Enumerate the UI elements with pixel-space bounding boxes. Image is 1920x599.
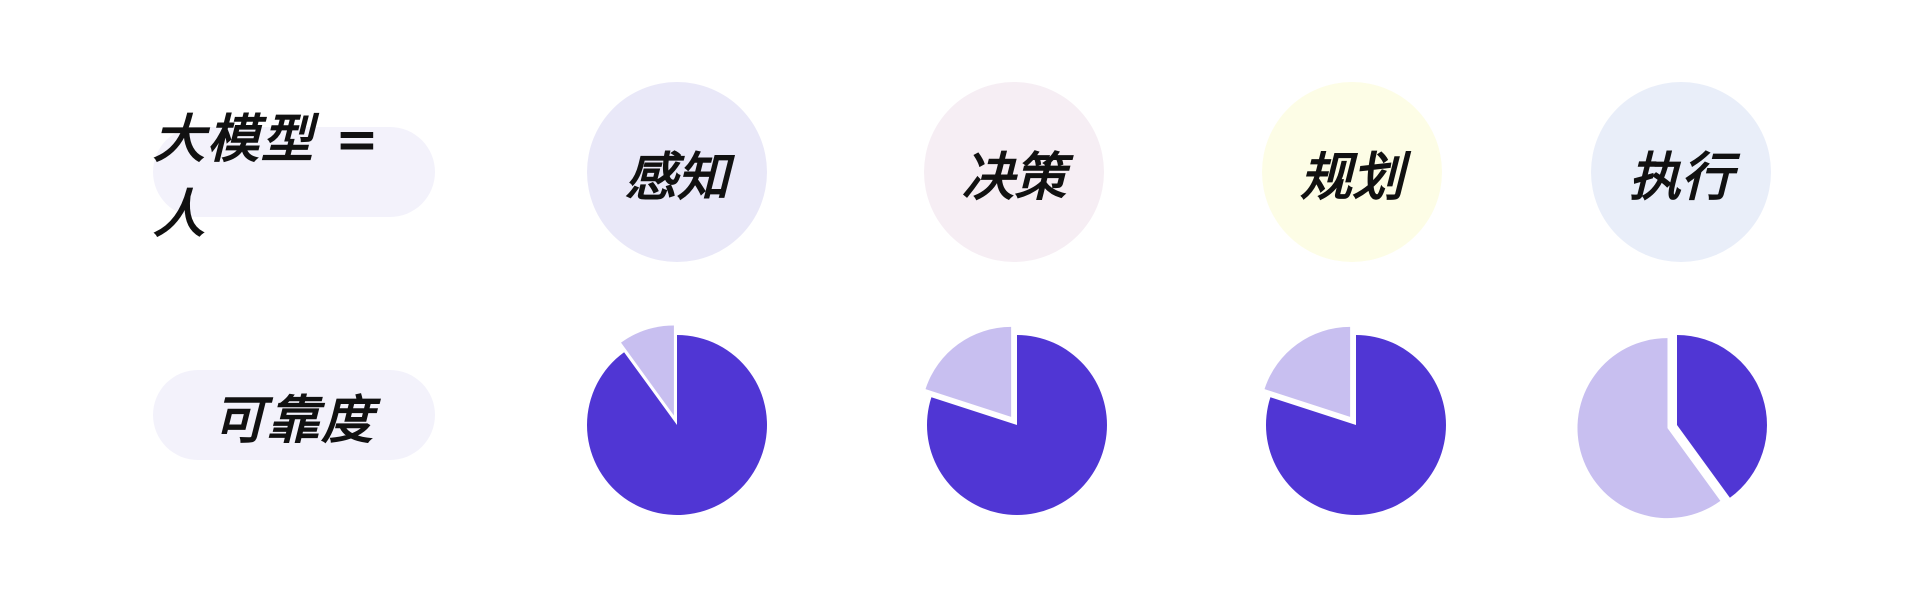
stage-label-planning: 规划 bbox=[1299, 147, 1404, 208]
stage-label-perception: 感知 bbox=[624, 147, 729, 208]
title-pill: 大模型 = 人 bbox=[153, 110, 435, 245]
pie-slice-reliable-decision bbox=[926, 335, 1107, 515]
stage-label-decision: 决策 bbox=[961, 147, 1066, 208]
stage-circle-execution: 执行 bbox=[1591, 82, 1771, 262]
pie-slice-reliable-execution bbox=[1677, 335, 1767, 498]
title-label: 大模型 = 人 bbox=[153, 110, 381, 245]
pie-slice-remaining-planning bbox=[1264, 326, 1351, 417]
pie-slice-reliable-planning bbox=[1265, 335, 1446, 515]
pie-slice-reliable-perception bbox=[587, 335, 768, 516]
stage-label-execution: 执行 bbox=[1628, 147, 1733, 208]
pie-decision bbox=[925, 326, 1107, 515]
pie-planning bbox=[1264, 326, 1446, 515]
pie-slice-remaining-perception bbox=[621, 325, 674, 416]
pie-slice-remaining-decision bbox=[925, 326, 1012, 417]
pie-execution bbox=[1577, 335, 1767, 519]
stage-circle-planning: 规划 bbox=[1262, 82, 1442, 262]
stage-circle-decision: 决策 bbox=[924, 82, 1104, 262]
reliability-label: 可靠度 bbox=[212, 390, 375, 451]
pie-perception bbox=[587, 325, 768, 516]
pie-slice-remaining-execution bbox=[1577, 338, 1721, 519]
stage-circle-perception: 感知 bbox=[587, 82, 767, 262]
reliability-pill: 可靠度 bbox=[153, 370, 435, 460]
